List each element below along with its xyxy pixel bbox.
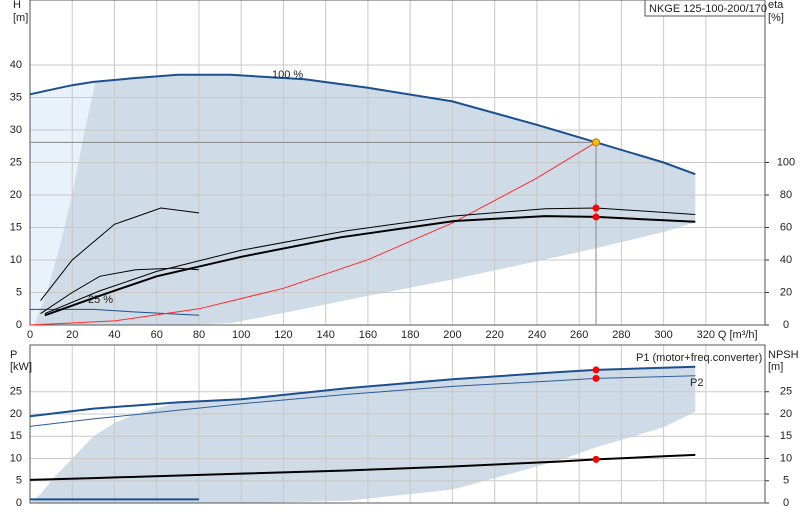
y2-axis-unit: [%] bbox=[768, 12, 784, 24]
y2-tick-label: 100 bbox=[777, 156, 795, 168]
curve bbox=[29, 375, 696, 427]
duty-point bbox=[592, 455, 600, 463]
y-tick-label: 0 bbox=[16, 497, 22, 509]
duty-point bbox=[592, 204, 600, 212]
y2-tick-label: 0 bbox=[783, 497, 789, 509]
y2-tick-label: 20 bbox=[780, 286, 792, 298]
plot-frame bbox=[29, 0, 766, 326]
y-tick-label: 10 bbox=[10, 452, 22, 464]
y2-axis-label: eta bbox=[768, 0, 784, 11]
curve bbox=[29, 141, 597, 326]
y-tick-label: 30 bbox=[10, 124, 22, 136]
y-axis-unit: [kW] bbox=[10, 361, 32, 373]
chart-title: NKGE 125-100-200/170 bbox=[649, 3, 767, 15]
y-tick-label: 0 bbox=[16, 319, 22, 331]
duty-point bbox=[592, 366, 600, 374]
curve bbox=[44, 215, 696, 317]
y-tick-label: 40 bbox=[10, 59, 22, 71]
y2-tick-label: 15 bbox=[780, 430, 792, 442]
y-tick-label: 25 bbox=[10, 156, 22, 168]
title-box bbox=[644, 0, 766, 17]
curve-label: P1 (motor+freq.converter) bbox=[636, 352, 762, 364]
y-tick-label: 10 bbox=[10, 254, 22, 266]
y-axis-unit: [m] bbox=[13, 12, 28, 24]
y-tick-label: 20 bbox=[10, 408, 22, 420]
x-tick-label: 240 bbox=[528, 329, 546, 341]
x-tick-label: 220 bbox=[485, 329, 503, 341]
duty-point bbox=[592, 138, 601, 147]
y-tick-label: 25 bbox=[10, 386, 22, 398]
y2-tick-label: 80 bbox=[780, 189, 792, 201]
y-axis-label: P bbox=[10, 349, 17, 361]
operating-range bbox=[34, 74, 696, 325]
x-tick-label: 80 bbox=[193, 329, 205, 341]
curve bbox=[29, 365, 696, 418]
curve-label: 100 % bbox=[272, 69, 303, 81]
duty-point bbox=[592, 374, 600, 382]
curve bbox=[29, 73, 696, 176]
y-tick-label: 5 bbox=[16, 286, 22, 298]
y-tick-label: 5 bbox=[16, 475, 22, 487]
curve bbox=[40, 207, 200, 301]
x-tick-label: 100 bbox=[232, 329, 250, 341]
curve bbox=[44, 207, 696, 315]
plot-frame bbox=[29, 344, 766, 504]
x-axis-label: Q [m³/h] bbox=[718, 329, 758, 341]
y2-tick-label: 0 bbox=[783, 319, 789, 331]
y2-tick-label: 60 bbox=[780, 221, 792, 233]
y2-tick-label: 5 bbox=[783, 475, 789, 487]
y-tick-label: 35 bbox=[10, 91, 22, 103]
curve bbox=[29, 453, 696, 481]
curve bbox=[40, 267, 200, 315]
x-tick-label: 140 bbox=[317, 329, 335, 341]
x-tick-label: 320 bbox=[697, 329, 715, 341]
duty-point bbox=[592, 213, 600, 221]
x-tick-label: 180 bbox=[401, 329, 419, 341]
x-tick-label: 200 bbox=[443, 329, 461, 341]
x-tick-label: 20 bbox=[66, 329, 78, 341]
x-tick-label: 280 bbox=[612, 329, 630, 341]
y-tick-label: 15 bbox=[10, 430, 22, 442]
y2-axis-label: NPSH bbox=[768, 349, 799, 361]
x-tick-label: 300 bbox=[654, 329, 672, 341]
x-tick-label: 160 bbox=[359, 329, 377, 341]
x-tick-label: 40 bbox=[108, 329, 120, 341]
y2-axis-unit: [m] bbox=[768, 361, 783, 373]
y-axis-label: H bbox=[13, 0, 21, 11]
y2-tick-label: 10 bbox=[780, 452, 792, 464]
y2-tick-label: 40 bbox=[780, 254, 792, 266]
x-tick-label: 260 bbox=[570, 329, 588, 341]
x-tick-label: 60 bbox=[151, 329, 163, 341]
y-tick-label: 15 bbox=[10, 221, 22, 233]
y-tick-label: 20 bbox=[10, 189, 22, 201]
x-tick-label: 0 bbox=[27, 329, 33, 341]
operating-range bbox=[30, 366, 696, 503]
y2-tick-label: 25 bbox=[780, 386, 792, 398]
y2-tick-label: 20 bbox=[780, 408, 792, 420]
curve-label: P2 bbox=[690, 377, 703, 389]
x-tick-label: 120 bbox=[274, 329, 292, 341]
